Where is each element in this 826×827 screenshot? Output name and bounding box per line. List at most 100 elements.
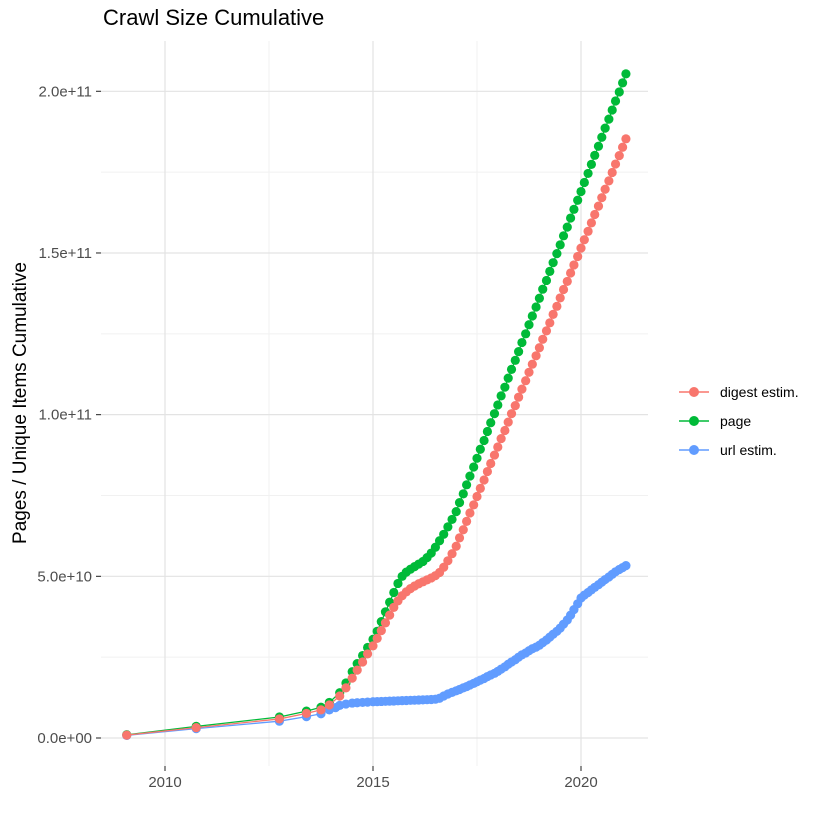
data-point bbox=[362, 649, 373, 659]
data-point bbox=[443, 556, 453, 566]
data-point bbox=[576, 186, 586, 197]
data-point bbox=[472, 491, 482, 502]
data-point bbox=[493, 400, 503, 410]
data-point bbox=[545, 318, 555, 328]
data-point bbox=[503, 417, 513, 427]
data-point bbox=[341, 683, 351, 693]
data-point bbox=[534, 293, 545, 303]
data-point bbox=[496, 391, 506, 401]
data-point bbox=[352, 665, 362, 675]
data-point bbox=[451, 507, 461, 517]
data-point bbox=[393, 578, 403, 589]
data-point bbox=[531, 351, 541, 361]
data-point bbox=[385, 610, 395, 620]
y-tick-label: 5.0e+10 bbox=[37, 568, 92, 585]
data-point bbox=[517, 384, 527, 394]
data-point bbox=[506, 409, 517, 419]
data-point bbox=[368, 641, 378, 651]
data-point bbox=[600, 184, 610, 194]
legend-label: digest estim. bbox=[720, 383, 799, 400]
data-point bbox=[618, 142, 628, 152]
data-point bbox=[569, 260, 579, 270]
legend-key-point bbox=[689, 415, 699, 426]
data-point bbox=[614, 87, 624, 97]
data-point bbox=[458, 525, 468, 535]
data-point bbox=[597, 132, 607, 142]
legend-key-point bbox=[689, 386, 699, 397]
data-point bbox=[517, 337, 527, 348]
data-point bbox=[122, 730, 132, 740]
legend-label: page bbox=[720, 412, 752, 429]
data-point bbox=[545, 266, 555, 277]
data-point bbox=[447, 514, 457, 525]
data-point bbox=[489, 450, 500, 460]
y-tick-label: 0.0e+00 bbox=[37, 730, 92, 747]
data-point bbox=[482, 426, 492, 437]
data-point bbox=[586, 159, 597, 169]
data-point bbox=[454, 533, 465, 543]
data-point bbox=[521, 329, 531, 339]
data-point bbox=[524, 367, 534, 377]
data-point bbox=[489, 409, 500, 419]
data-point bbox=[576, 243, 586, 253]
data-point bbox=[621, 134, 631, 144]
data-point bbox=[573, 195, 583, 205]
data-point bbox=[191, 723, 201, 733]
x-tick-label: 2015 bbox=[356, 774, 389, 791]
legend-key-point bbox=[689, 444, 699, 455]
data-point bbox=[531, 302, 541, 312]
data-point bbox=[486, 418, 496, 428]
data-point bbox=[475, 444, 485, 454]
data-point bbox=[555, 240, 565, 250]
data-point bbox=[462, 516, 472, 526]
data-point bbox=[514, 392, 524, 402]
data-point bbox=[566, 268, 576, 278]
data-point bbox=[538, 334, 548, 344]
series-url-estim bbox=[122, 561, 631, 741]
series-digest-estim bbox=[122, 134, 631, 740]
data-point bbox=[579, 235, 589, 245]
data-point bbox=[482, 466, 492, 477]
data-point bbox=[500, 382, 510, 392]
data-point bbox=[621, 69, 631, 79]
data-point bbox=[555, 293, 565, 303]
data-point bbox=[538, 284, 548, 294]
data-point bbox=[527, 359, 537, 369]
data-point bbox=[618, 78, 628, 88]
axes: 2010 2015 2020 0.0e+00 5.0e+10 1.0e+11 1.5e+11… bbox=[37, 83, 597, 791]
data-point bbox=[514, 346, 524, 357]
data-point bbox=[607, 105, 617, 115]
data-point bbox=[324, 700, 334, 710]
y-tick-label: 1.5e+11 bbox=[38, 245, 92, 262]
data-point bbox=[527, 311, 537, 321]
legend-item: page bbox=[678, 406, 799, 435]
data-point bbox=[562, 222, 572, 232]
data-point bbox=[389, 587, 399, 598]
gridlines bbox=[101, 41, 648, 766]
data-point bbox=[558, 231, 569, 241]
series-line bbox=[126, 565, 627, 737]
data-point bbox=[579, 177, 589, 188]
legend-item: digest estim. bbox=[678, 377, 799, 406]
chart-title: Crawl Size Cumulative bbox=[103, 5, 325, 30]
data-point bbox=[614, 151, 624, 161]
data-point bbox=[274, 714, 284, 724]
data-point bbox=[479, 435, 489, 446]
data-point bbox=[506, 364, 517, 374]
data-point bbox=[454, 498, 465, 508]
data-point bbox=[301, 708, 312, 719]
data-point bbox=[472, 453, 482, 463]
data-point bbox=[534, 343, 545, 353]
data-point bbox=[469, 500, 479, 510]
y-tick-label: 1.0e+11 bbox=[38, 407, 92, 424]
data-point bbox=[541, 326, 552, 336]
data-point bbox=[335, 691, 345, 701]
data-point bbox=[548, 309, 558, 320]
data-point bbox=[552, 301, 562, 311]
data-point bbox=[597, 193, 607, 203]
x-tick-label: 2020 bbox=[564, 774, 597, 791]
data-point bbox=[493, 442, 503, 452]
legend: digest estim. page url estim. bbox=[678, 377, 799, 464]
